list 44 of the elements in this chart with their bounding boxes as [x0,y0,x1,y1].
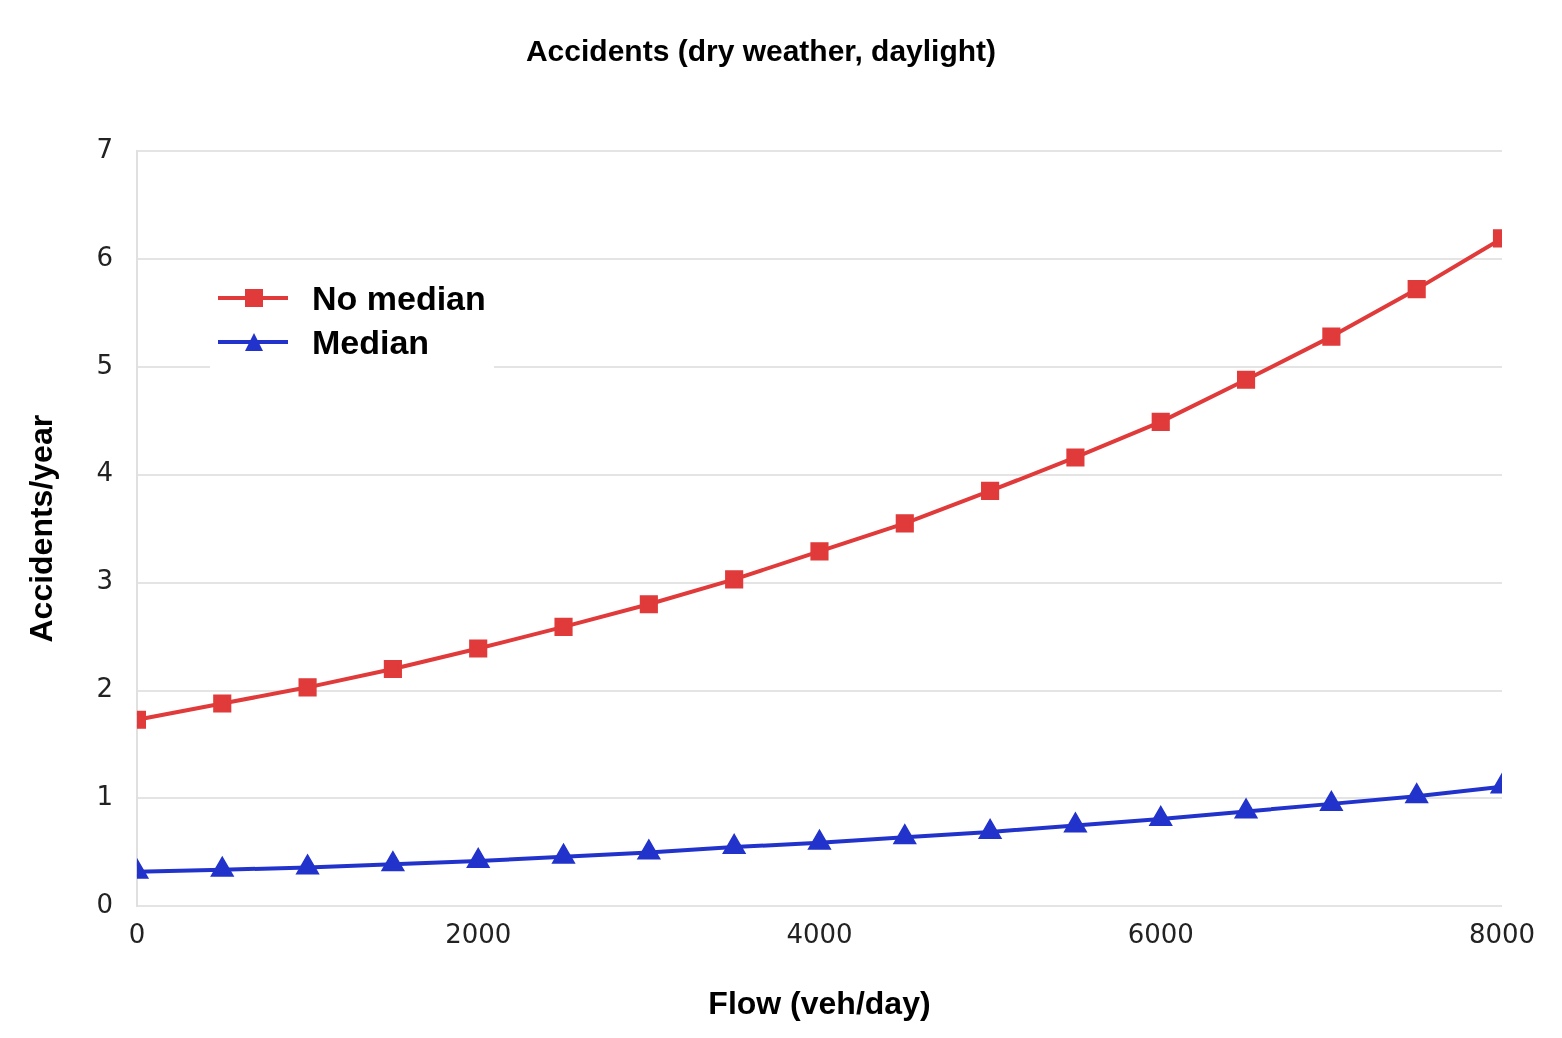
point [1322,327,1341,346]
point [1320,791,1343,811]
point [981,481,1000,500]
point [1235,799,1257,819]
x-tick-label: 2000 [445,918,512,949]
x-tick-label: 4000 [786,918,853,949]
point [1064,813,1087,833]
point [894,825,916,845]
point [810,542,829,561]
point [723,835,745,855]
y-axis-title: Accidents/year [23,414,60,643]
point [895,514,914,533]
point [725,570,744,589]
chart-title: Accidents (dry weather, daylight) [525,34,997,68]
point [639,595,658,614]
y-tick-label: 5 [96,349,113,380]
y-tick-label: 3 [96,565,113,596]
x-tick-label: 0 [128,918,146,949]
point [1151,412,1170,431]
point [554,617,573,636]
point [298,678,317,697]
legend-label: No median [312,278,486,318]
x-tick-label: 8000 [1468,918,1536,949]
point [213,694,232,713]
point [469,639,488,658]
point [1150,806,1172,826]
point [979,819,1001,839]
legend-label: Median [312,322,430,362]
x-tick-label: 6000 [1127,918,1194,949]
y-tick-label: 1 [96,781,113,812]
y-tick-label: 0 [96,889,113,920]
point [382,852,404,872]
y-tick-label: 7 [96,133,113,164]
y-tick-label: 4 [96,457,113,488]
point [1406,784,1428,804]
point [1407,280,1426,299]
point [467,849,489,869]
y-tick-label: 2 [96,673,113,704]
point [1236,370,1256,389]
x-axis-title: Flow (veh/day) [708,984,931,1021]
point [638,840,660,860]
point [1066,448,1085,467]
point [383,659,402,679]
y-tick-label: 6 [96,241,113,272]
